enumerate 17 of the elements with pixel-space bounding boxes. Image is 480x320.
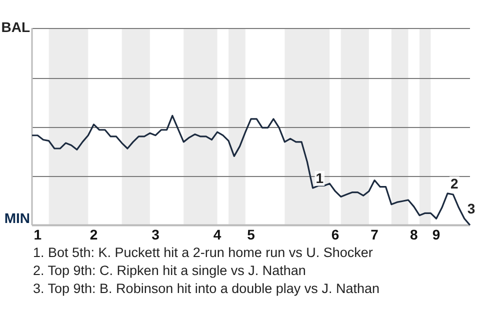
text: BAL bbox=[1, 18, 30, 35]
x-tick-label: 1 bbox=[34, 226, 42, 242]
x-tick-label: 8 bbox=[410, 226, 418, 242]
x-tick-label: 9 bbox=[432, 226, 440, 242]
text: 3. Top 9th: B. Robinson hit into a double play vs J. Nathan bbox=[33, 280, 380, 298]
x-tick-label: 7 bbox=[370, 226, 379, 242]
x-tick-label: 5 bbox=[247, 226, 256, 242]
x-tick-label: 4 bbox=[213, 226, 222, 242]
annotation: 2 bbox=[450, 175, 459, 192]
text: 2. Top 9th: C. Ripken hit a single vs J. Nathan bbox=[33, 262, 307, 280]
text: MIN bbox=[4, 210, 30, 226]
annotation: 1 bbox=[316, 170, 324, 186]
annotation: 3 bbox=[467, 200, 476, 216]
x-tick-label: 2 bbox=[90, 226, 98, 242]
text: 1. Bot 5th: K. Puckett hit a 2-run home run vs U. Shocker bbox=[33, 244, 374, 262]
x-tick-label: 6 bbox=[331, 226, 340, 242]
x-tick-label: 3 bbox=[152, 226, 160, 242]
